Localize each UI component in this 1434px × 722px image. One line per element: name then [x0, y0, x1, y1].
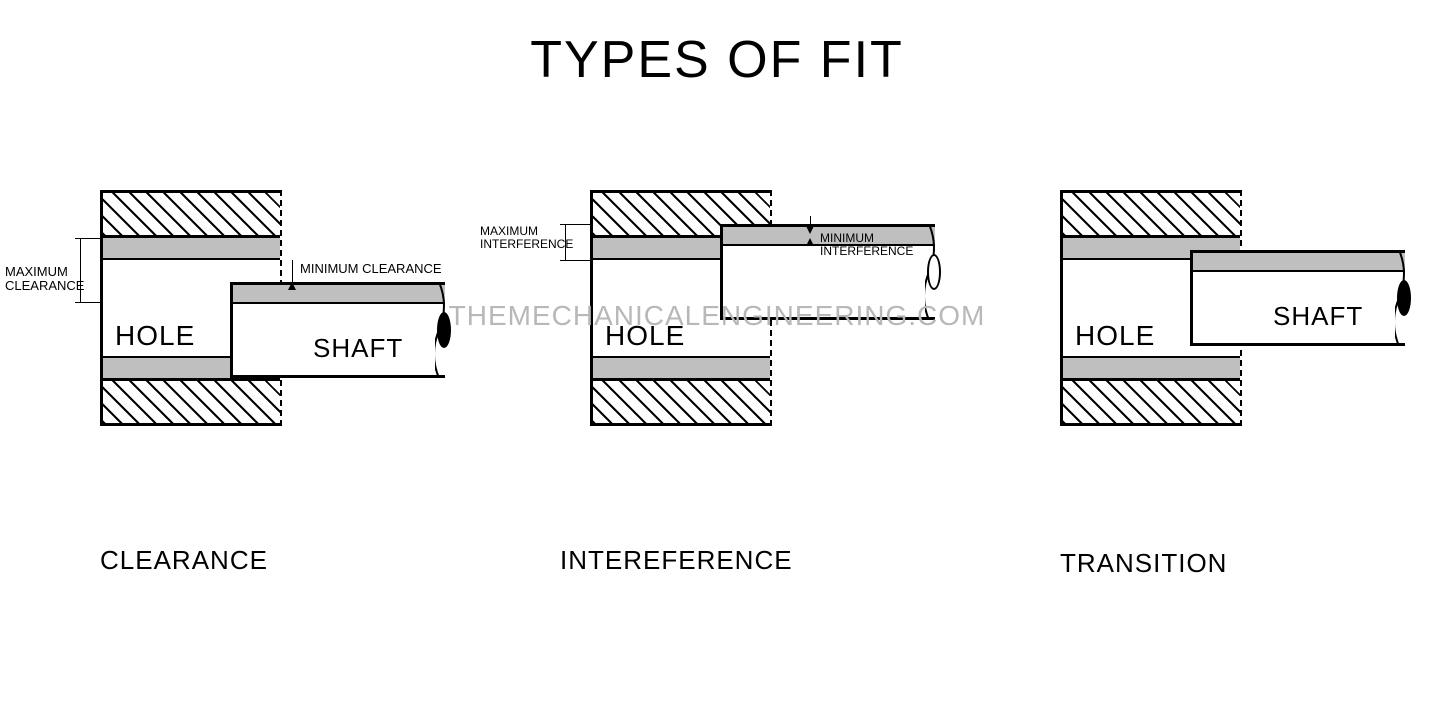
figure-clearance: HOLE SHAFT MAXIMUM CLEARANCE MINIMUM CLE… [20, 190, 460, 530]
hole-tolerance-top [100, 238, 280, 260]
dim-line [560, 260, 590, 261]
anno-min-interference: MINIMUM INTERFERENCE [820, 232, 913, 258]
dim-line [810, 216, 811, 226]
dim-tick [565, 224, 566, 260]
hole-label: HOLE [115, 320, 195, 352]
shaft-label: SHAFT [313, 333, 403, 364]
anno-min-clearance: MINIMUM CLEARANCE [300, 262, 442, 276]
anno-max-clearance: MAXIMUM CLEARANCE [5, 265, 84, 294]
caption-clearance: CLEARANCE [100, 545, 268, 576]
page-title: TYPES OF FIT [0, 30, 1434, 90]
dim-line [75, 238, 100, 239]
shaft-end-icon [437, 312, 451, 348]
shaft-tolerance [230, 282, 445, 304]
figure-interference: HOLE MAXIMUM INTERFERENCE MINIMUM INTERF… [510, 190, 950, 530]
hatch-pattern [103, 193, 280, 235]
hole-wall-top [100, 190, 280, 238]
hatch-pattern [1063, 381, 1240, 423]
dim-tick [80, 238, 81, 302]
arrow-up-icon [806, 238, 814, 246]
hatch-pattern [593, 381, 770, 423]
dim-line [75, 302, 100, 303]
hole-wall-bottom [590, 378, 770, 426]
shaft-tolerance [1190, 250, 1405, 272]
hole-label: HOLE [1075, 320, 1155, 352]
caption-interference: INTEREFERENCE [560, 545, 793, 576]
hole-tolerance-bottom [1060, 356, 1240, 378]
anno-max-interference: MAXIMUM INTERFERENCE [480, 225, 573, 251]
hole-wall-bottom [1060, 378, 1240, 426]
shaft: SHAFT [1190, 250, 1405, 346]
shaft-label: SHAFT [1273, 301, 1363, 332]
hatch-pattern [103, 381, 280, 423]
hole-wall-top [1060, 190, 1240, 238]
shaft: SHAFT [230, 282, 445, 378]
arrow-down-icon [806, 226, 814, 234]
hatch-pattern [1063, 193, 1240, 235]
figure-transition: HOLE SHAFT [980, 190, 1420, 530]
arrow-up-icon [288, 282, 296, 290]
hole-wall-bottom [100, 378, 280, 426]
hole-tolerance-bottom [590, 356, 770, 378]
shaft-end-icon [927, 254, 941, 290]
shaft-end-icon [1397, 280, 1411, 316]
caption-transition: TRANSITION [1060, 548, 1227, 579]
dim-line [292, 260, 293, 282]
hole-label: HOLE [605, 320, 685, 352]
